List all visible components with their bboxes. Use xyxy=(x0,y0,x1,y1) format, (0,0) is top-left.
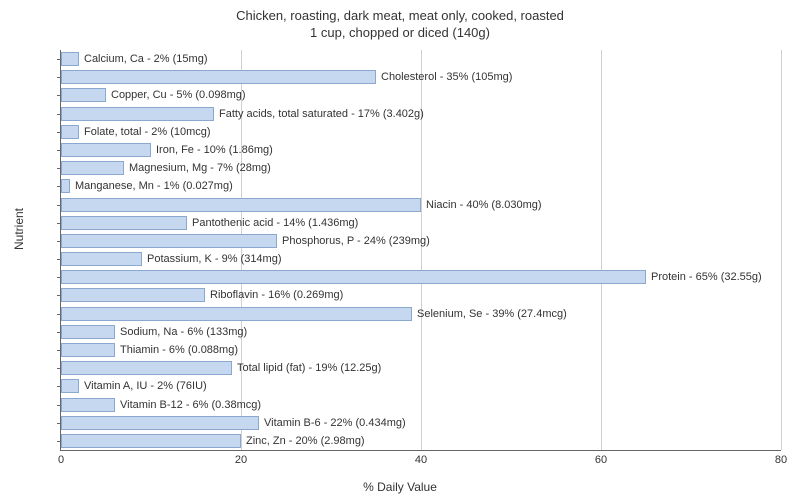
bar-label: Fatty acids, total saturated - 17% (3.40… xyxy=(219,107,424,121)
title-line2: 1 cup, chopped or diced (140g) xyxy=(310,25,490,40)
bar-label: Riboflavin - 16% (0.269mg) xyxy=(210,288,343,302)
bar-label: Vitamin B-6 - 22% (0.434mg) xyxy=(264,416,406,430)
x-tick: 0 xyxy=(58,454,64,466)
bar xyxy=(61,398,115,412)
bar xyxy=(61,379,79,393)
bar xyxy=(61,288,205,302)
bar-label: Zinc, Zn - 20% (2.98mg) xyxy=(246,434,365,448)
bar-label: Magnesium, Mg - 7% (28mg) xyxy=(129,161,271,175)
bar xyxy=(61,198,421,212)
bar xyxy=(61,325,115,339)
bar-label: Iron, Fe - 10% (1.86mg) xyxy=(156,143,273,157)
bar xyxy=(61,307,412,321)
x-tick: 20 xyxy=(235,454,247,466)
title-line1: Chicken, roasting, dark meat, meat only,… xyxy=(236,8,564,23)
x-tick: 60 xyxy=(595,454,607,466)
bar-label: Pantothenic acid - 14% (1.436mg) xyxy=(192,216,358,230)
plot-area: 020406080Calcium, Ca - 2% (15mg)Choleste… xyxy=(60,50,781,451)
bar-label: Sodium, Na - 6% (133mg) xyxy=(120,325,247,339)
chart-title: Chicken, roasting, dark meat, meat only,… xyxy=(0,0,800,42)
bar xyxy=(61,179,70,193)
x-tick: 80 xyxy=(775,454,787,466)
bar xyxy=(61,125,79,139)
bar-label: Folate, total - 2% (10mcg) xyxy=(84,125,211,139)
bar-label: Manganese, Mn - 1% (0.027mg) xyxy=(75,179,233,193)
bar xyxy=(61,143,151,157)
x-tick: 40 xyxy=(415,454,427,466)
gridline xyxy=(781,50,782,450)
gridline xyxy=(601,50,602,450)
bar-label: Phosphorus, P - 24% (239mg) xyxy=(282,234,430,248)
bar xyxy=(61,343,115,357)
x-axis-label: % Daily Value xyxy=(0,480,800,494)
bar-label: Vitamin B-12 - 6% (0.38mcg) xyxy=(120,398,261,412)
bar xyxy=(61,88,106,102)
bar xyxy=(61,434,241,448)
bar-label: Cholesterol - 35% (105mg) xyxy=(381,70,512,84)
bar-label: Calcium, Ca - 2% (15mg) xyxy=(84,52,207,66)
bar xyxy=(61,107,214,121)
bar-label: Thiamin - 6% (0.088mg) xyxy=(120,343,238,357)
bar xyxy=(61,52,79,66)
bar-label: Total lipid (fat) - 19% (12.25g) xyxy=(237,361,381,375)
bar xyxy=(61,70,376,84)
bar-label: Potassium, K - 9% (314mg) xyxy=(147,252,282,266)
bar xyxy=(61,216,187,230)
bar-label: Protein - 65% (32.55g) xyxy=(651,270,762,284)
bar-label: Vitamin A, IU - 2% (76IU) xyxy=(84,379,207,393)
bar xyxy=(61,252,142,266)
bar xyxy=(61,361,232,375)
bar-label: Copper, Cu - 5% (0.098mg) xyxy=(111,88,246,102)
bar-label: Selenium, Se - 39% (27.4mcg) xyxy=(417,307,567,321)
bar-label: Niacin - 40% (8.030mg) xyxy=(426,198,542,212)
bar xyxy=(61,234,277,248)
bar xyxy=(61,416,259,430)
y-axis-label: Nutrient xyxy=(12,208,26,250)
nutrient-chart: Chicken, roasting, dark meat, meat only,… xyxy=(0,0,800,500)
bar xyxy=(61,270,646,284)
bar xyxy=(61,161,124,175)
